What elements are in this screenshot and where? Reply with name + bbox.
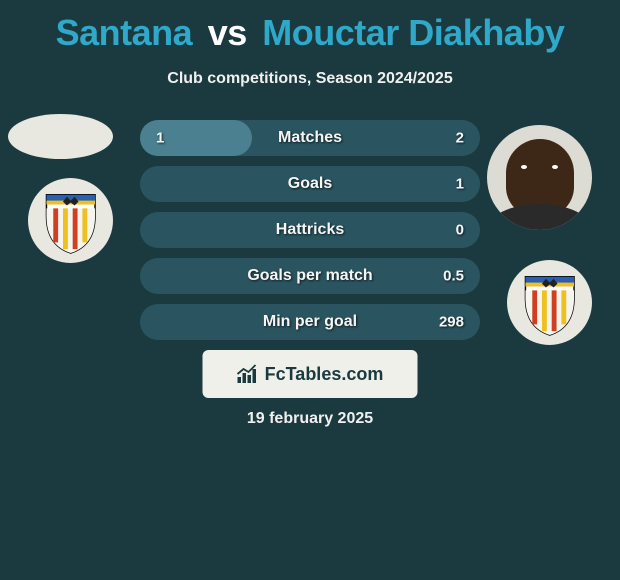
stat-bars: 1 Matches 2 Goals 1 Hattricks 0 Goals per match… <box>140 120 480 350</box>
stat-bar-row: Min per goal 298 <box>140 304 480 340</box>
player1-avatar <box>8 114 113 159</box>
bar-value-right: 2 <box>456 130 464 147</box>
player2-club-crest <box>507 260 592 345</box>
date-text: 19 february 2025 <box>247 410 373 428</box>
player1-club-crest <box>28 178 113 263</box>
bar-value-left: 1 <box>156 130 164 147</box>
stat-bar-row: Goals per match 0.5 <box>140 258 480 294</box>
bar-value-right: 298 <box>439 314 464 331</box>
bar-label: Min per goal <box>263 313 357 331</box>
stat-bar-row: Hattricks 0 <box>140 212 480 248</box>
valencia-crest-icon <box>520 269 580 337</box>
player2-avatar <box>487 125 592 230</box>
player1-name: Santana <box>56 12 193 53</box>
bar-label: Goals <box>288 175 332 193</box>
bar-value-right: 0.5 <box>443 268 464 285</box>
player2-name: Mouctar Diakhaby <box>262 12 564 53</box>
stat-bar-row: Goals 1 <box>140 166 480 202</box>
bar-value-right: 1 <box>456 176 464 193</box>
comparison-title: Santana vs Mouctar Diakhaby <box>0 0 620 54</box>
bar-value-right: 0 <box>456 222 464 239</box>
brand-text: FcTables.com <box>265 364 384 385</box>
player-photo-icon <box>487 125 592 230</box>
stat-bar-row: 1 Matches 2 <box>140 120 480 156</box>
chart-icon <box>237 364 259 384</box>
bar-label: Matches <box>278 129 342 147</box>
valencia-crest-icon <box>41 187 101 255</box>
subtitle: Club competitions, Season 2024/2025 <box>0 70 620 88</box>
vs-text: vs <box>208 12 247 53</box>
brand-box: FcTables.com <box>203 350 418 398</box>
bar-label: Hattricks <box>276 221 344 239</box>
bar-label: Goals per match <box>247 267 372 285</box>
